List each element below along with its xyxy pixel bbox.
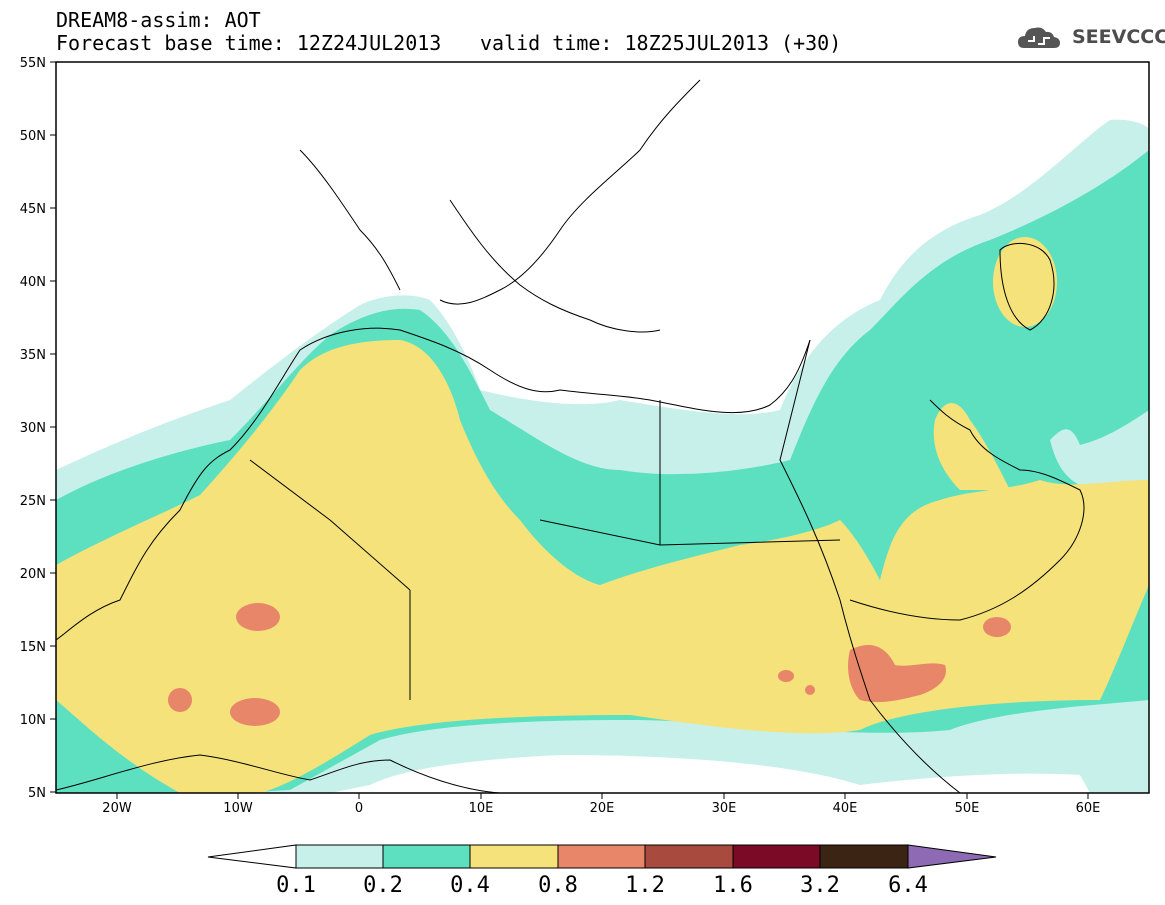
lat-label: 50N <box>20 129 46 144</box>
coastlines <box>56 79 1085 793</box>
lon-label: 30E <box>712 801 737 816</box>
map-title: DREAM8-assim: AOT <box>56 8 261 32</box>
aot-patch-guinea <box>168 688 192 712</box>
colorbar-labels: 0.1 0.2 0.4 0.8 1.2 1.6 3.2 6.4 <box>276 873 928 898</box>
colorbar-label: 0.1 <box>276 873 316 898</box>
aot-patch-burkina <box>230 698 280 726</box>
valid-time: valid time: 18Z25JUL2013 (+30) <box>480 31 842 55</box>
lon-label: 40E <box>833 801 858 816</box>
aot-patch-mali <box>236 603 280 631</box>
aot-patch-ethiopia <box>805 685 815 695</box>
lat-label: 10N <box>20 713 46 728</box>
colorbar-bin-1.2 <box>644 844 734 869</box>
lat-label: 35N <box>20 348 46 363</box>
lon-axis: 20W 10W 0 10E 20E 30E 40E 50E 60E <box>102 793 1100 816</box>
lon-label: 50E <box>955 801 980 816</box>
logo-text: SEEVCCC <box>1072 26 1165 48</box>
colorbar-label: 1.2 <box>625 873 665 898</box>
colorbar-label: 6.4 <box>888 873 928 898</box>
lon-label: 10W <box>223 801 253 816</box>
colorbar-bin-0.8 <box>557 844 646 869</box>
cloud-icon <box>1018 27 1060 48</box>
aot-patch-yemen <box>848 645 946 703</box>
lat-label: 25N <box>20 494 46 509</box>
colorbar-label: 0.4 <box>450 873 490 898</box>
colorbar-below-arrow <box>207 844 297 869</box>
colorbar-label: 3.2 <box>800 873 840 898</box>
colorbar-bin-3.2 <box>819 844 909 869</box>
lat-label: 45N <box>20 202 46 217</box>
aot-field <box>56 119 1149 793</box>
lat-label: 5N <box>28 786 46 801</box>
forecast-base-time: Forecast base time: 12Z24JUL2013 <box>56 31 442 55</box>
colorbar-bin-0.2 <box>382 844 471 869</box>
lon-label: 60E <box>1076 801 1101 816</box>
lat-label: 30N <box>20 421 46 436</box>
lat-label: 20N <box>20 567 46 582</box>
colorbar-bin-0.1 <box>295 844 384 869</box>
colorbar-label: 0.2 <box>363 873 403 898</box>
lat-label: 55N <box>20 56 46 71</box>
colorbar <box>207 844 997 869</box>
lat-axis: 55N 50N 45N 40N 35N 30N 25N 20N 15N 10N … <box>20 56 56 801</box>
lon-label: 20W <box>102 801 132 816</box>
lon-label: 20E <box>590 801 615 816</box>
lon-label: 0 <box>355 801 363 816</box>
lat-label: 40N <box>20 275 46 290</box>
aot-patch-sudan <box>778 670 794 682</box>
colorbar-label: 0.8 <box>538 873 578 898</box>
lat-label: 15N <box>20 640 46 655</box>
colorbar-bin-0.4 <box>469 844 559 869</box>
aot-blob-gulf <box>933 403 1010 490</box>
colorbar-above-arrow <box>907 844 997 869</box>
colorbar-label: 1.6 <box>713 873 753 898</box>
colorbar-bin-1.6 <box>732 844 821 869</box>
aot-patch-oman <box>983 617 1011 637</box>
lon-label: 10E <box>469 801 494 816</box>
